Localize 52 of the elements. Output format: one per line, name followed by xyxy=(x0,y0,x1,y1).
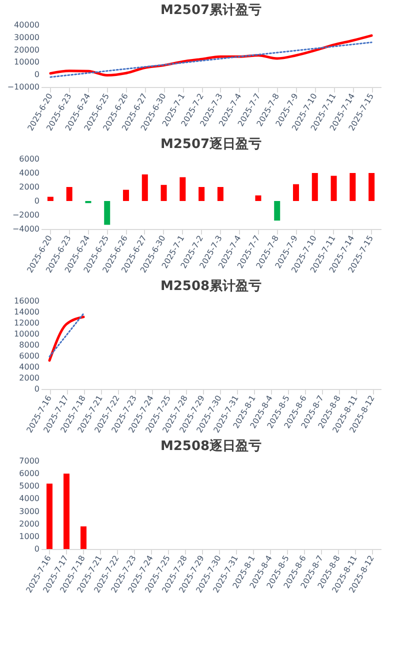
bar xyxy=(142,174,148,201)
y-tick-label: 5000 xyxy=(19,482,40,491)
y-tick-label: 2000 xyxy=(19,374,40,382)
y-tick-label: 4000 xyxy=(19,168,40,178)
bar xyxy=(80,526,86,549)
chart-title: M2507累计盈亏 xyxy=(160,3,262,18)
y-tick-label: −10000 xyxy=(7,82,40,92)
y-tick-label: 10000 xyxy=(14,330,40,338)
y-tick-label: 6000 xyxy=(19,154,40,164)
chart-title: M2508累计盈亏 xyxy=(160,279,262,294)
y-tick-label: 4000 xyxy=(19,494,40,504)
bar xyxy=(274,201,280,221)
bar xyxy=(64,474,70,549)
bar xyxy=(198,187,205,201)
y-tick-label: 2000 xyxy=(19,182,40,192)
bar xyxy=(46,484,52,549)
y-tick-label: 6000 xyxy=(19,469,40,478)
y-tick-label: 20000 xyxy=(14,45,40,54)
y-tick-label: 8000 xyxy=(19,340,40,350)
y-tick-label: −2000 xyxy=(12,210,40,220)
bar xyxy=(368,173,375,201)
y-tick-label: 12000 xyxy=(14,318,40,328)
bar xyxy=(160,184,167,201)
y-tick-label: 0 xyxy=(34,384,40,394)
chart-title: M2507逐日盈亏 xyxy=(160,136,262,152)
y-tick-label: 2000 xyxy=(19,519,40,528)
bar xyxy=(255,195,262,201)
y-tick-label: −4000 xyxy=(12,224,40,234)
chart-title: M2508逐日盈亏 xyxy=(160,438,262,454)
bar xyxy=(350,173,356,201)
y-tick-label: 0 xyxy=(34,544,40,554)
y-tick-label: 3000 xyxy=(19,506,40,516)
y-tick-label: 40000 xyxy=(14,20,40,30)
bar xyxy=(47,196,54,201)
bar xyxy=(66,187,72,201)
bar xyxy=(123,190,129,201)
y-tick-label: 10000 xyxy=(14,58,40,67)
y-tick-label: 4000 xyxy=(19,362,40,372)
y-tick-label: 0 xyxy=(34,196,40,206)
y-tick-label: 7000 xyxy=(19,456,40,466)
y-tick-label: 30000 xyxy=(14,32,40,42)
y-tick-label: 0 xyxy=(34,70,40,80)
y-tick-label: 16000 xyxy=(14,296,40,306)
y-tick-label: 6000 xyxy=(19,352,40,360)
bar xyxy=(330,176,337,201)
bar xyxy=(293,184,299,201)
bar xyxy=(104,201,110,225)
y-tick-label: 14000 xyxy=(14,308,40,316)
bar xyxy=(217,187,224,201)
bar xyxy=(180,177,186,201)
bar xyxy=(312,173,318,201)
y-tick-label: 1000 xyxy=(19,532,40,541)
